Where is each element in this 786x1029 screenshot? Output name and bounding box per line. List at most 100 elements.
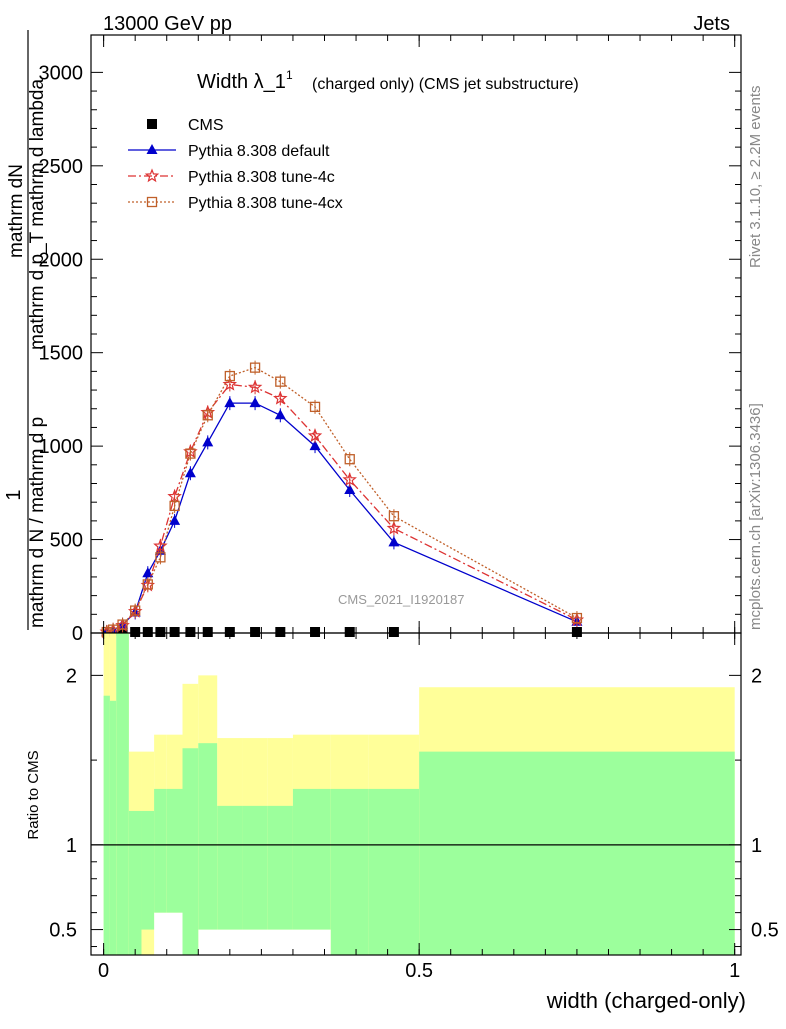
ylabel-prefactor: 1 bbox=[3, 489, 25, 500]
ratio-ytick-label-right: 0.5 bbox=[751, 920, 779, 942]
data-point bbox=[222, 376, 238, 391]
data-point bbox=[344, 454, 355, 465]
series-line bbox=[106, 366, 578, 633]
ylabel-numerator: mathrm d N / mathrm d p bbox=[27, 417, 48, 628]
main-ytick-label: 0 bbox=[72, 623, 83, 645]
data-point bbox=[275, 627, 286, 637]
stat-band-bin bbox=[128, 810, 142, 955]
ratio-axes: 0.5 0.5 1 1 2 2 0 0.5 1 bbox=[49, 633, 779, 982]
data-point bbox=[249, 362, 261, 373]
stat-band-bin bbox=[116, 633, 129, 955]
series-cms bbox=[117, 627, 582, 637]
ratio-panel-frame bbox=[90, 632, 742, 956]
data-point bbox=[273, 390, 288, 405]
data-point bbox=[342, 472, 357, 486]
data-point bbox=[142, 579, 153, 590]
stat-band-bin bbox=[368, 788, 420, 955]
main-ytick-label: 2000 bbox=[39, 249, 84, 271]
data-point bbox=[169, 514, 181, 525]
legend-marker bbox=[144, 168, 160, 183]
main-ytick-label: 1500 bbox=[39, 343, 84, 365]
main-ylabel: 1 mathrm d N / mathrm d p mathrm dN math… bbox=[3, 30, 48, 630]
data-point bbox=[202, 436, 214, 447]
analysis-watermark: CMS_2021_I1920187 bbox=[338, 592, 465, 607]
x-tick-label: 0 bbox=[98, 960, 109, 982]
data-point bbox=[142, 567, 154, 578]
data-point bbox=[571, 612, 583, 624]
data-point bbox=[184, 467, 196, 478]
data-point bbox=[185, 627, 196, 637]
data-point bbox=[202, 410, 213, 421]
data-point bbox=[309, 401, 321, 413]
data-point bbox=[274, 409, 286, 420]
data-point bbox=[155, 552, 166, 563]
stat-band-bin bbox=[292, 788, 331, 930]
data-point bbox=[344, 627, 355, 637]
ratio-ytick-label: 2 bbox=[66, 665, 77, 687]
ratio-bands bbox=[103, 633, 735, 955]
data-point bbox=[344, 484, 356, 495]
ratio-ytick-label: 0.5 bbox=[49, 920, 77, 942]
x-tick-label: 0.5 bbox=[405, 960, 433, 982]
main-ytick-label: 2500 bbox=[39, 156, 84, 178]
data-point bbox=[388, 511, 400, 522]
legend: CMS Pythia 8.308 default Pythia 8.308 tune… bbox=[128, 117, 343, 212]
stat-band-bin bbox=[141, 810, 155, 930]
data-point bbox=[388, 627, 399, 637]
data-point bbox=[224, 397, 236, 408]
stat-band-bin bbox=[166, 788, 183, 913]
ratio-ytick-label: 1 bbox=[66, 835, 77, 857]
data-point bbox=[169, 627, 180, 637]
data-point bbox=[386, 520, 402, 535]
stat-band-bin bbox=[217, 805, 243, 930]
data-point bbox=[310, 627, 321, 637]
stat-band-bin bbox=[198, 743, 218, 930]
data-point bbox=[275, 376, 286, 387]
ratio-ylabel: Ratio to CMS bbox=[25, 750, 42, 839]
legend-marker bbox=[147, 119, 157, 129]
series-pythia-8-308-tune-4cx bbox=[101, 360, 583, 640]
main-ytick-label: 1000 bbox=[39, 436, 84, 458]
stat-band-bin bbox=[182, 748, 199, 955]
data-point bbox=[388, 536, 400, 547]
data-point bbox=[250, 627, 261, 637]
series-line bbox=[106, 402, 578, 633]
legend-label: Pythia 8.308 default bbox=[188, 143, 330, 160]
data-point bbox=[117, 619, 128, 630]
stat-band-bin bbox=[267, 805, 293, 930]
legend-marker bbox=[146, 196, 158, 208]
data-point bbox=[247, 379, 263, 394]
legend-entry: CMS bbox=[147, 117, 224, 134]
data-point bbox=[130, 605, 141, 616]
ratio-ytick-label-right: 1 bbox=[751, 835, 762, 857]
stat-band-bin bbox=[330, 788, 369, 955]
data-point bbox=[249, 397, 261, 408]
x-tick-label: 1 bbox=[729, 960, 740, 982]
stat-band-bin bbox=[103, 695, 110, 955]
legend-label: Pythia 8.308 tune-4c bbox=[188, 169, 335, 186]
chart-subtitle: (charged only) (CMS jet substructure) bbox=[312, 76, 579, 93]
stat-band-bin bbox=[242, 805, 268, 930]
legend-entry: Pythia 8.308 default bbox=[128, 143, 330, 160]
ratio-ytick-label-right: 2 bbox=[751, 665, 762, 687]
x-axis-label: width (charged-only) bbox=[546, 988, 746, 1013]
legend-label: Pythia 8.308 tune-4cx bbox=[188, 195, 343, 212]
data-point bbox=[185, 448, 196, 459]
legend-label: CMS bbox=[188, 117, 224, 134]
data-point bbox=[224, 370, 235, 382]
data-point bbox=[169, 500, 180, 512]
data-point bbox=[309, 440, 321, 451]
ylabel-dn: mathrm dN bbox=[6, 164, 27, 258]
series-line bbox=[106, 383, 578, 633]
data-point bbox=[155, 627, 166, 637]
process-label: Jets bbox=[693, 13, 730, 35]
data-point bbox=[307, 428, 323, 443]
chart-title: Width λ_11 bbox=[197, 68, 293, 93]
stat-band-bin bbox=[154, 788, 167, 913]
main-ytick-label: 500 bbox=[50, 530, 83, 552]
mcplots-label: mcplots.cern.ch [arXiv:1306.3436] bbox=[747, 403, 764, 630]
data-point bbox=[202, 627, 213, 637]
main-ytick-label: 3000 bbox=[39, 62, 84, 84]
